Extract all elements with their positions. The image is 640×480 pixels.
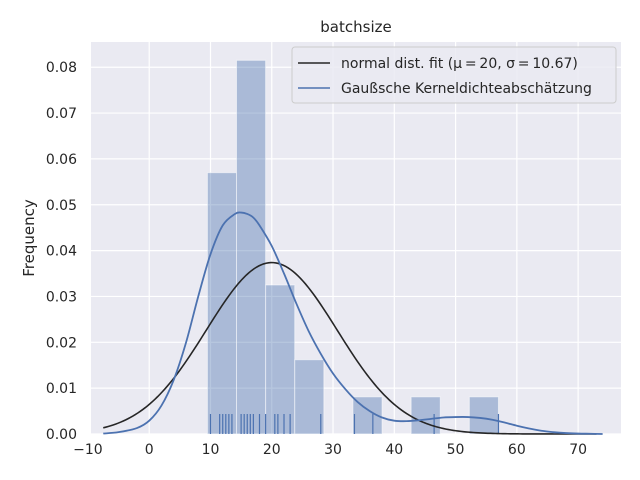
legend-entry-normal: normal dist. fit (μ = 20, σ = 10.67): [341, 56, 578, 72]
x-tick-label: 20: [263, 442, 281, 458]
y-tick-label: 0.07: [46, 106, 77, 122]
histogram-bar: [294, 359, 325, 435]
tick-labels: −10 0 10 20 30 40 50 60 70 0.00 0.01 0.02 0.03 0.04 0.…: [46, 60, 587, 458]
y-tick-label: 0.01: [46, 381, 77, 397]
x-tick-label: 50: [447, 442, 465, 458]
legend: normal dist. fit (μ = 20, σ = 10.67) Gau…: [291, 46, 617, 104]
series-lines: [103, 211, 603, 435]
x-tick-label: 0: [145, 442, 154, 458]
legend-box: [291, 46, 617, 104]
normal-fit-line: [103, 261, 597, 435]
y-tick-label: 0.06: [46, 152, 77, 168]
chart-title: batchsize: [320, 18, 391, 36]
x-tick-label: 70: [569, 442, 587, 458]
y-tick-label: 0.00: [46, 427, 77, 443]
x-tick-label: −10: [73, 442, 103, 458]
y-tick-label: 0.05: [46, 198, 77, 214]
x-tick-label: 40: [385, 442, 403, 458]
x-tick-label: 10: [202, 442, 220, 458]
y-axis-label: Frequency: [20, 199, 38, 277]
kde-line: [103, 211, 603, 435]
y-tick-label: 0.04: [46, 244, 77, 260]
legend-entry-kde: Gaußsche Kerneldichteabschätzung: [341, 81, 592, 97]
histogram-bar: [206, 172, 238, 435]
x-tick-label: 60: [508, 442, 526, 458]
histogram-bar: [265, 284, 296, 435]
y-tick-label: 0.02: [46, 335, 77, 351]
histogram-bar: [410, 396, 441, 435]
y-tick-label: 0.03: [46, 289, 77, 305]
y-tick-label: 0.08: [46, 60, 77, 76]
histogram-bar: [236, 59, 267, 435]
rug-marks: [209, 414, 500, 434]
plot-area: [91, 42, 621, 434]
histogram-bar: [468, 396, 499, 435]
x-tick-label: 30: [324, 442, 342, 458]
